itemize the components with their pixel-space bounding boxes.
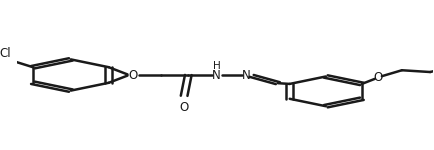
Text: Cl: Cl — [0, 47, 11, 60]
Text: O: O — [128, 69, 138, 81]
Text: N: N — [212, 69, 221, 82]
Text: H: H — [213, 61, 220, 71]
Text: O: O — [373, 71, 382, 84]
Text: N: N — [242, 69, 251, 82]
Text: O: O — [180, 101, 189, 114]
